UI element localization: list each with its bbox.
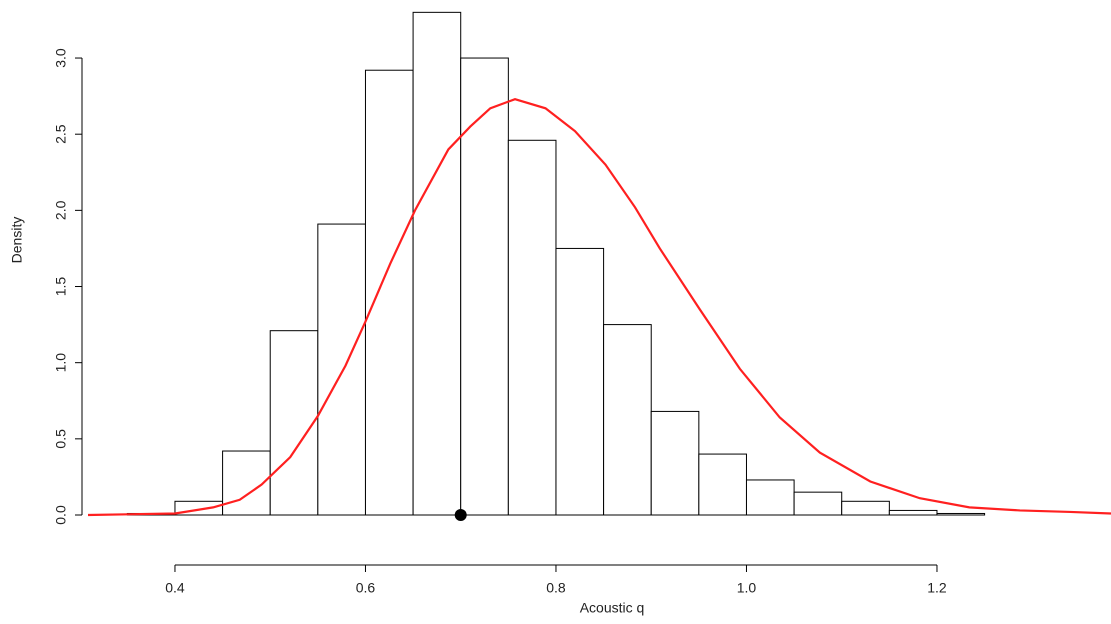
- y-tick-label: 3.0: [53, 48, 69, 68]
- bar: [888, 509, 938, 516]
- x-tick-label: 1.2: [927, 580, 947, 596]
- y-tick-label: 1.5: [53, 277, 69, 297]
- bar: [793, 491, 843, 516]
- bar: [269, 330, 319, 516]
- y-tick-label: 0.0: [53, 505, 69, 525]
- bar: [698, 453, 747, 516]
- bar: [507, 139, 557, 516]
- x-tick-label: 0.6: [356, 580, 376, 596]
- x-tick-label: 0.8: [546, 580, 566, 596]
- bar: [650, 410, 700, 516]
- y-axis-label: Density: [9, 217, 25, 264]
- observed-point: [454, 509, 467, 521]
- density-curve: [87, 98, 1111, 517]
- bar: [603, 324, 652, 516]
- y-tick-label: 2.5: [53, 124, 69, 144]
- bar: [317, 223, 366, 516]
- x-tick-label: 0.4: [165, 580, 185, 596]
- bar: [412, 11, 462, 516]
- x-axis-label: Acoustic q: [580, 600, 645, 616]
- bar: [936, 512, 986, 516]
- bar: [841, 500, 890, 516]
- bar: [745, 479, 795, 516]
- bar: [460, 57, 509, 516]
- y-tick-label: 0.5: [53, 429, 69, 449]
- y-tick-label: 2.0: [53, 200, 69, 220]
- bar: [555, 247, 605, 516]
- bar: [364, 69, 414, 516]
- x-tick-label: 1.0: [737, 580, 757, 596]
- y-tick-label: 1.0: [53, 353, 69, 373]
